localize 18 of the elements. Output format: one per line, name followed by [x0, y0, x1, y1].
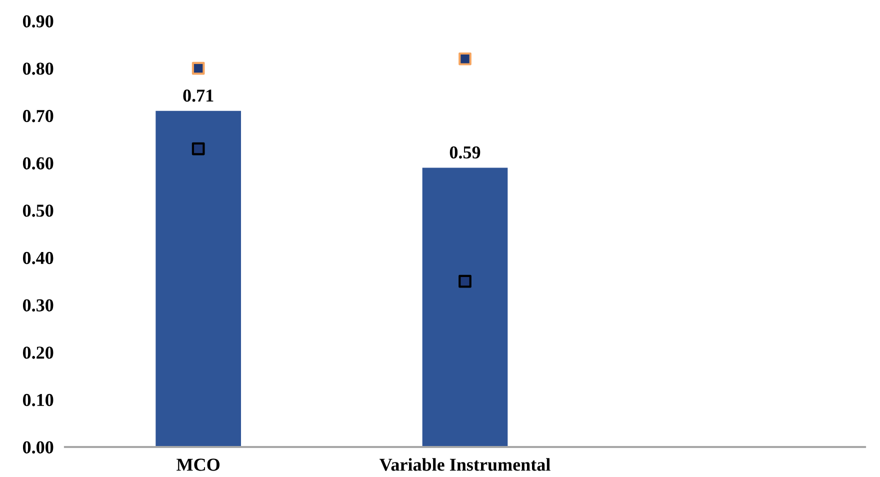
point	[192, 62, 205, 75]
y-tick-label: 0.60	[22, 157, 54, 170]
y-tick-label: 0.10	[22, 394, 54, 406]
y-tick-label: 0.30	[22, 299, 54, 312]
point	[192, 142, 205, 156]
y-tick-label: 0.50	[22, 204, 54, 217]
y-tick-label: 0.90	[22, 15, 54, 28]
y-tick-label: 0.20	[22, 346, 54, 359]
x-tick-label: Variable Instrumental	[380, 458, 550, 471]
data-label: 0.71	[183, 90, 214, 102]
y-tick-label: 0.00	[22, 441, 54, 454]
point	[458, 274, 472, 288]
y-tick-label: 0.70	[22, 110, 54, 122]
point	[458, 52, 472, 66]
x-tick-label: MCO	[176, 458, 220, 471]
y-tick-label: 0.40	[22, 252, 54, 264]
y-tick-label: 0.80	[22, 62, 54, 75]
data-label: 0.59	[450, 146, 480, 159]
